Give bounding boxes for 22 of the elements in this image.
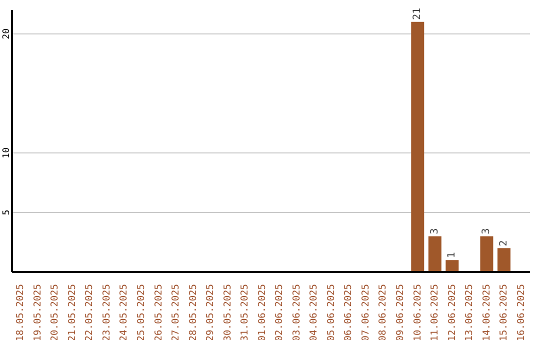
data-label: 1 — [446, 252, 458, 258]
bar — [497, 248, 510, 272]
x-tick-label: 13.06.2025 — [464, 284, 476, 340]
data-label: 2 — [498, 240, 510, 246]
data-label: 3 — [481, 228, 492, 234]
data-label: 21 — [412, 8, 424, 20]
x-tick-label: 10.06.2025 — [412, 284, 424, 340]
bar — [411, 22, 424, 272]
x-tick-label: 18.05.2025 — [15, 284, 26, 340]
bar — [446, 260, 459, 272]
data-label: 3 — [429, 228, 440, 234]
y-tick-label: 10 — [2, 147, 12, 158]
x-tick-label: 12.06.2025 — [446, 284, 458, 340]
x-tick-label: 16.06.2025 — [516, 284, 527, 340]
y-tick-label: 20 — [2, 28, 12, 40]
bar — [480, 236, 494, 272]
x-tick-label: 14.06.2025 — [481, 284, 492, 340]
x-tick-label: 11.06.2025 — [430, 284, 441, 340]
x-tick-label: 15.06.2025 — [498, 284, 510, 340]
y-tick-label: 5 — [2, 210, 12, 216]
bar — [428, 236, 442, 272]
x-tick-label: 19.05.2025 — [32, 284, 44, 340]
